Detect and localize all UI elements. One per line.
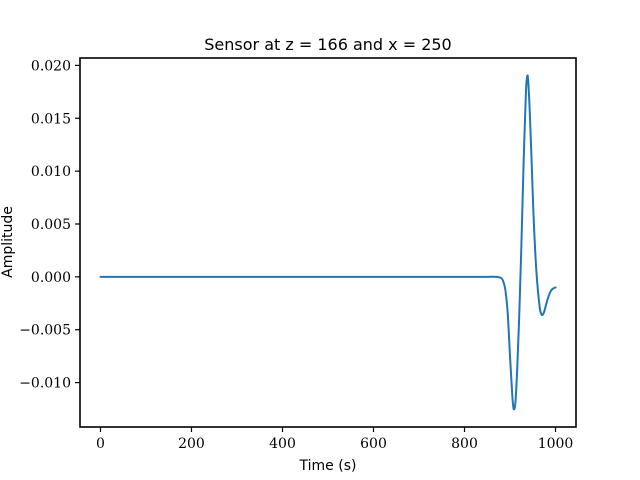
y-tick-label: 0.000 [31, 270, 71, 286]
x-axis-label: Time (s) [299, 458, 357, 474]
chart-title: Sensor at z = 166 and x = 250 [204, 35, 451, 54]
x-tick-label: 600 [360, 436, 387, 452]
x-tick-label: 0 [96, 436, 105, 452]
plot-area [99, 74, 557, 411]
y-tick-label: 0.015 [31, 111, 71, 127]
x-tick-label: 200 [178, 436, 205, 452]
series-line [99, 74, 557, 411]
y-tick-label: 0.020 [31, 58, 71, 74]
plot-frame [79, 57, 577, 428]
x-tick-label: 400 [269, 436, 296, 452]
x-tick-label: 1000 [538, 436, 574, 452]
x-axis: 0 200 400 600 800 1000 [96, 427, 573, 452]
y-tick-label: −0.005 [19, 323, 71, 339]
y-tick-label: −0.010 [19, 376, 71, 392]
x-tick-label: 800 [451, 436, 478, 452]
y-tick-label: 0.005 [31, 217, 71, 233]
y-axis: 0.020 0.015 0.010 0.005 0.000 −0.005 −0.010 [19, 58, 80, 392]
y-axis-label: Amplitude [0, 206, 16, 278]
y-tick-label: 0.010 [31, 164, 71, 180]
